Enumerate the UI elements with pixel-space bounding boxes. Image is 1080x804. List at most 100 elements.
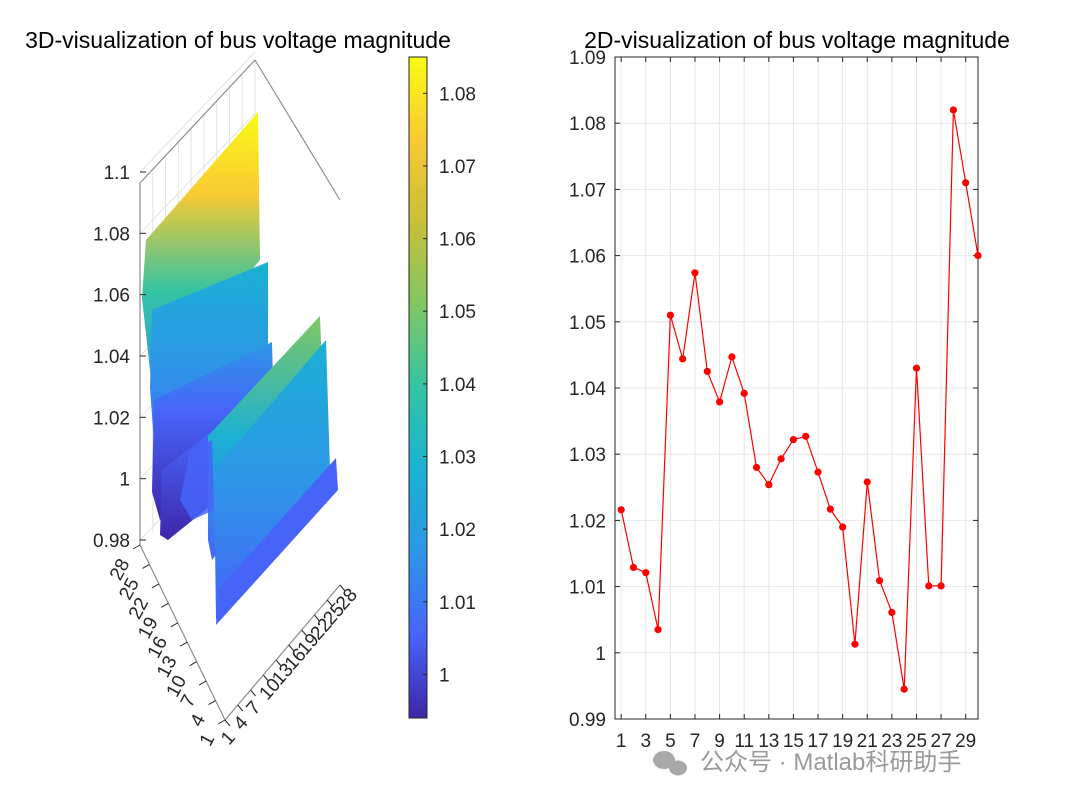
data-point — [789, 436, 798, 444]
y3d-tick-mark — [198, 680, 207, 686]
x3d-tick-mark — [326, 599, 333, 607]
y3d-tick-mark — [179, 641, 188, 647]
surface-sheets — [142, 112, 338, 625]
x-tick-label: 23 — [881, 731, 902, 752]
data-point — [629, 563, 638, 572]
data-point — [802, 432, 810, 440]
x-tick-label: 27 — [931, 731, 952, 752]
watermark: 公众号 · Matlab科研助手 — [653, 749, 961, 776]
data-point — [974, 252, 982, 260]
z-tick-label: 1.08 — [93, 224, 130, 245]
x3d-tick-mark — [250, 689, 256, 697]
y3d-tick-mark — [161, 602, 169, 608]
x-axis-ticks: 1 3 5 7 9 11 13 15 17 19 21 23 25 27 29 — [616, 57, 976, 752]
data-point — [839, 523, 847, 531]
x-tick-label: 5 — [665, 731, 676, 752]
data-point — [728, 353, 736, 361]
x-tick-label: 13 — [758, 731, 779, 752]
z-tick-label: 1.04 — [93, 347, 130, 368]
z-tick-label: 1.06 — [93, 286, 130, 307]
data-point — [679, 355, 687, 363]
y3d-tick-mark — [151, 583, 160, 589]
colorbar-tick-label: 1.04 — [439, 375, 476, 396]
x-tick-label: 21 — [857, 731, 878, 752]
surface-sheet-blob — [180, 440, 214, 520]
line-plot-2d: 2D-visualization of bus voltage magnitud… — [569, 27, 1010, 752]
data-point — [752, 463, 761, 472]
x3d-tick-mark — [224, 719, 231, 727]
data-point — [777, 455, 785, 463]
surface-plot-title: 3D-visualization of bus voltage magnitud… — [25, 27, 451, 53]
voltage-series-markers — [617, 106, 982, 693]
data-point — [691, 269, 699, 277]
y3d-tick-mark — [170, 622, 179, 628]
colorbar-gradient — [408, 56, 428, 719]
data-point — [888, 608, 896, 617]
y-tick-label: 1.01 — [569, 578, 606, 599]
x-tick-label: 19 — [832, 731, 853, 752]
x-tick-label: 7 — [690, 731, 701, 752]
data-point — [715, 398, 724, 406]
y-tick-label: 1.07 — [569, 180, 606, 201]
x3d-tick-label: 7 — [243, 697, 266, 719]
surface-axes-frame — [139, 59, 341, 721]
y-tick-label: 1.04 — [569, 379, 606, 400]
data-point — [875, 577, 884, 585]
line-plot-title: 2D-visualization of bus voltage magnitud… — [584, 27, 1010, 53]
y-tick-label: 0.99 — [569, 710, 606, 731]
y-tick-label: 1 — [595, 644, 606, 665]
data-point — [740, 389, 748, 397]
y-tick-label: 1.03 — [569, 445, 606, 466]
y3d-tick-mark — [132, 544, 141, 550]
x3d-tick-label: 1 — [217, 727, 240, 749]
y-axis-ticks: 0.99 1 1.01 1.02 1.03 1.04 1.05 1.06 1.07 1.08 1.0… — [569, 48, 978, 731]
y3d-tick-mark — [208, 700, 216, 705]
x3d-tick-mark — [314, 614, 320, 622]
data-point — [765, 481, 773, 489]
data-point — [949, 106, 957, 114]
y3d-tick-mark — [217, 719, 226, 725]
data-point — [937, 582, 945, 590]
x-tick-label: 1 — [616, 731, 627, 752]
data-point — [826, 505, 834, 513]
x3d-tick-mark — [339, 584, 346, 592]
y-tick-label: 1.08 — [569, 114, 606, 135]
surface-sheet-front — [214, 340, 330, 620]
y3d-tick-label: 4 — [186, 711, 210, 731]
data-point — [654, 626, 662, 634]
data-point — [617, 506, 625, 514]
data-point — [851, 640, 859, 648]
colorbar-ticks: 1 1.01 1.02 1.03 1.04 1.05 1.06 1.07 1.08 — [423, 84, 476, 686]
x-tick-label: 9 — [714, 731, 725, 752]
x-tick-label: 17 — [807, 731, 828, 752]
colorbar-tick-label: 1.03 — [439, 448, 476, 469]
y-tick-label: 1.09 — [569, 48, 606, 69]
x-tick-label: 29 — [955, 731, 976, 752]
x-tick-label: 11 — [734, 731, 754, 752]
colorbar-tick-label: 1.02 — [439, 520, 476, 541]
x3d-tick-mark — [262, 674, 269, 682]
colorbar: 1 1.01 1.02 1.03 1.04 1.05 1.06 1.07 1.08 — [408, 56, 476, 719]
x3d-tick-mark — [237, 704, 244, 712]
y-tick-label: 1.06 — [569, 247, 606, 268]
z-tick-label: 1 — [119, 470, 130, 491]
y-tick-label: 1.02 — [569, 511, 606, 532]
y3d-tick-mark — [142, 564, 150, 569]
z-tick-label: 1.02 — [93, 408, 130, 429]
surface-sheet-base — [216, 458, 338, 625]
x-tick-label: 3 — [640, 731, 651, 752]
data-point — [703, 367, 711, 376]
data-point — [666, 311, 674, 319]
z-axis-ticks: 0.98 1 1.02 1.04 1.06 1.08 1.1 — [93, 163, 146, 552]
z-gridline — [139, 112, 256, 234]
data-point — [900, 685, 908, 693]
watermark-text: 公众号 · Matlab科研助手 — [700, 749, 961, 776]
colorbar-tick-label: 1.01 — [439, 593, 476, 614]
x-tick-label: 25 — [906, 731, 927, 752]
colorbar-tick-label: 1.07 — [439, 157, 476, 178]
voltage-series-line — [620, 109, 979, 690]
colorbar-tick-label: 1.08 — [439, 84, 476, 105]
data-point — [814, 468, 822, 476]
